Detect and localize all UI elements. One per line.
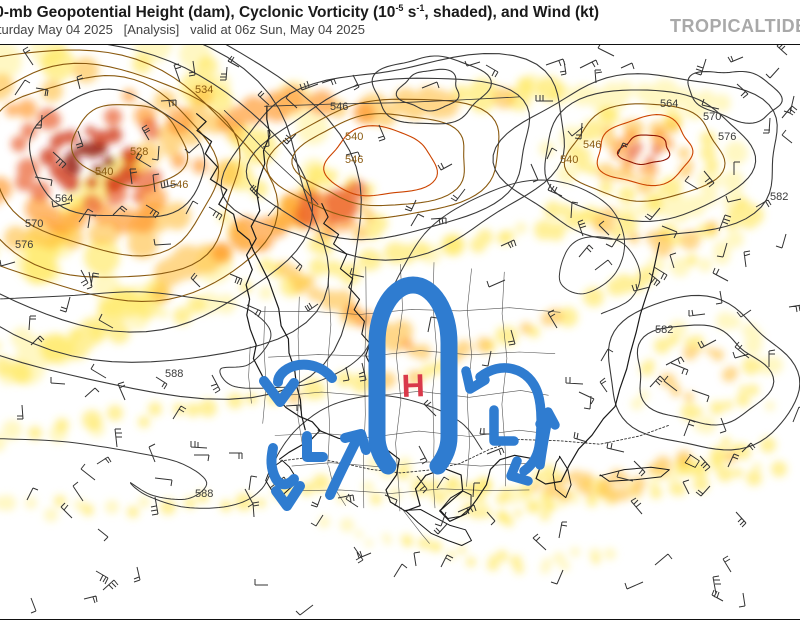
- svg-text:546: 546: [330, 101, 348, 113]
- svg-text:540: 540: [95, 166, 113, 178]
- svg-text:582: 582: [655, 324, 673, 336]
- svg-text:546: 546: [583, 139, 601, 151]
- svg-text:528: 528: [130, 146, 148, 158]
- svg-text:H: H: [401, 367, 425, 404]
- svg-text:588: 588: [165, 368, 183, 380]
- svg-text:570: 570: [703, 111, 721, 123]
- svg-text:582: 582: [770, 191, 788, 203]
- svg-text:540: 540: [345, 131, 363, 143]
- svg-text:546: 546: [345, 154, 363, 166]
- svg-text:564: 564: [660, 98, 678, 110]
- svg-text:576: 576: [718, 131, 736, 143]
- svg-text:570: 570: [25, 218, 43, 230]
- svg-text:540: 540: [560, 154, 578, 166]
- svg-text:564: 564: [55, 193, 73, 205]
- svg-text:534: 534: [195, 84, 213, 96]
- svg-text:588: 588: [195, 488, 213, 500]
- svg-text:576: 576: [15, 239, 33, 251]
